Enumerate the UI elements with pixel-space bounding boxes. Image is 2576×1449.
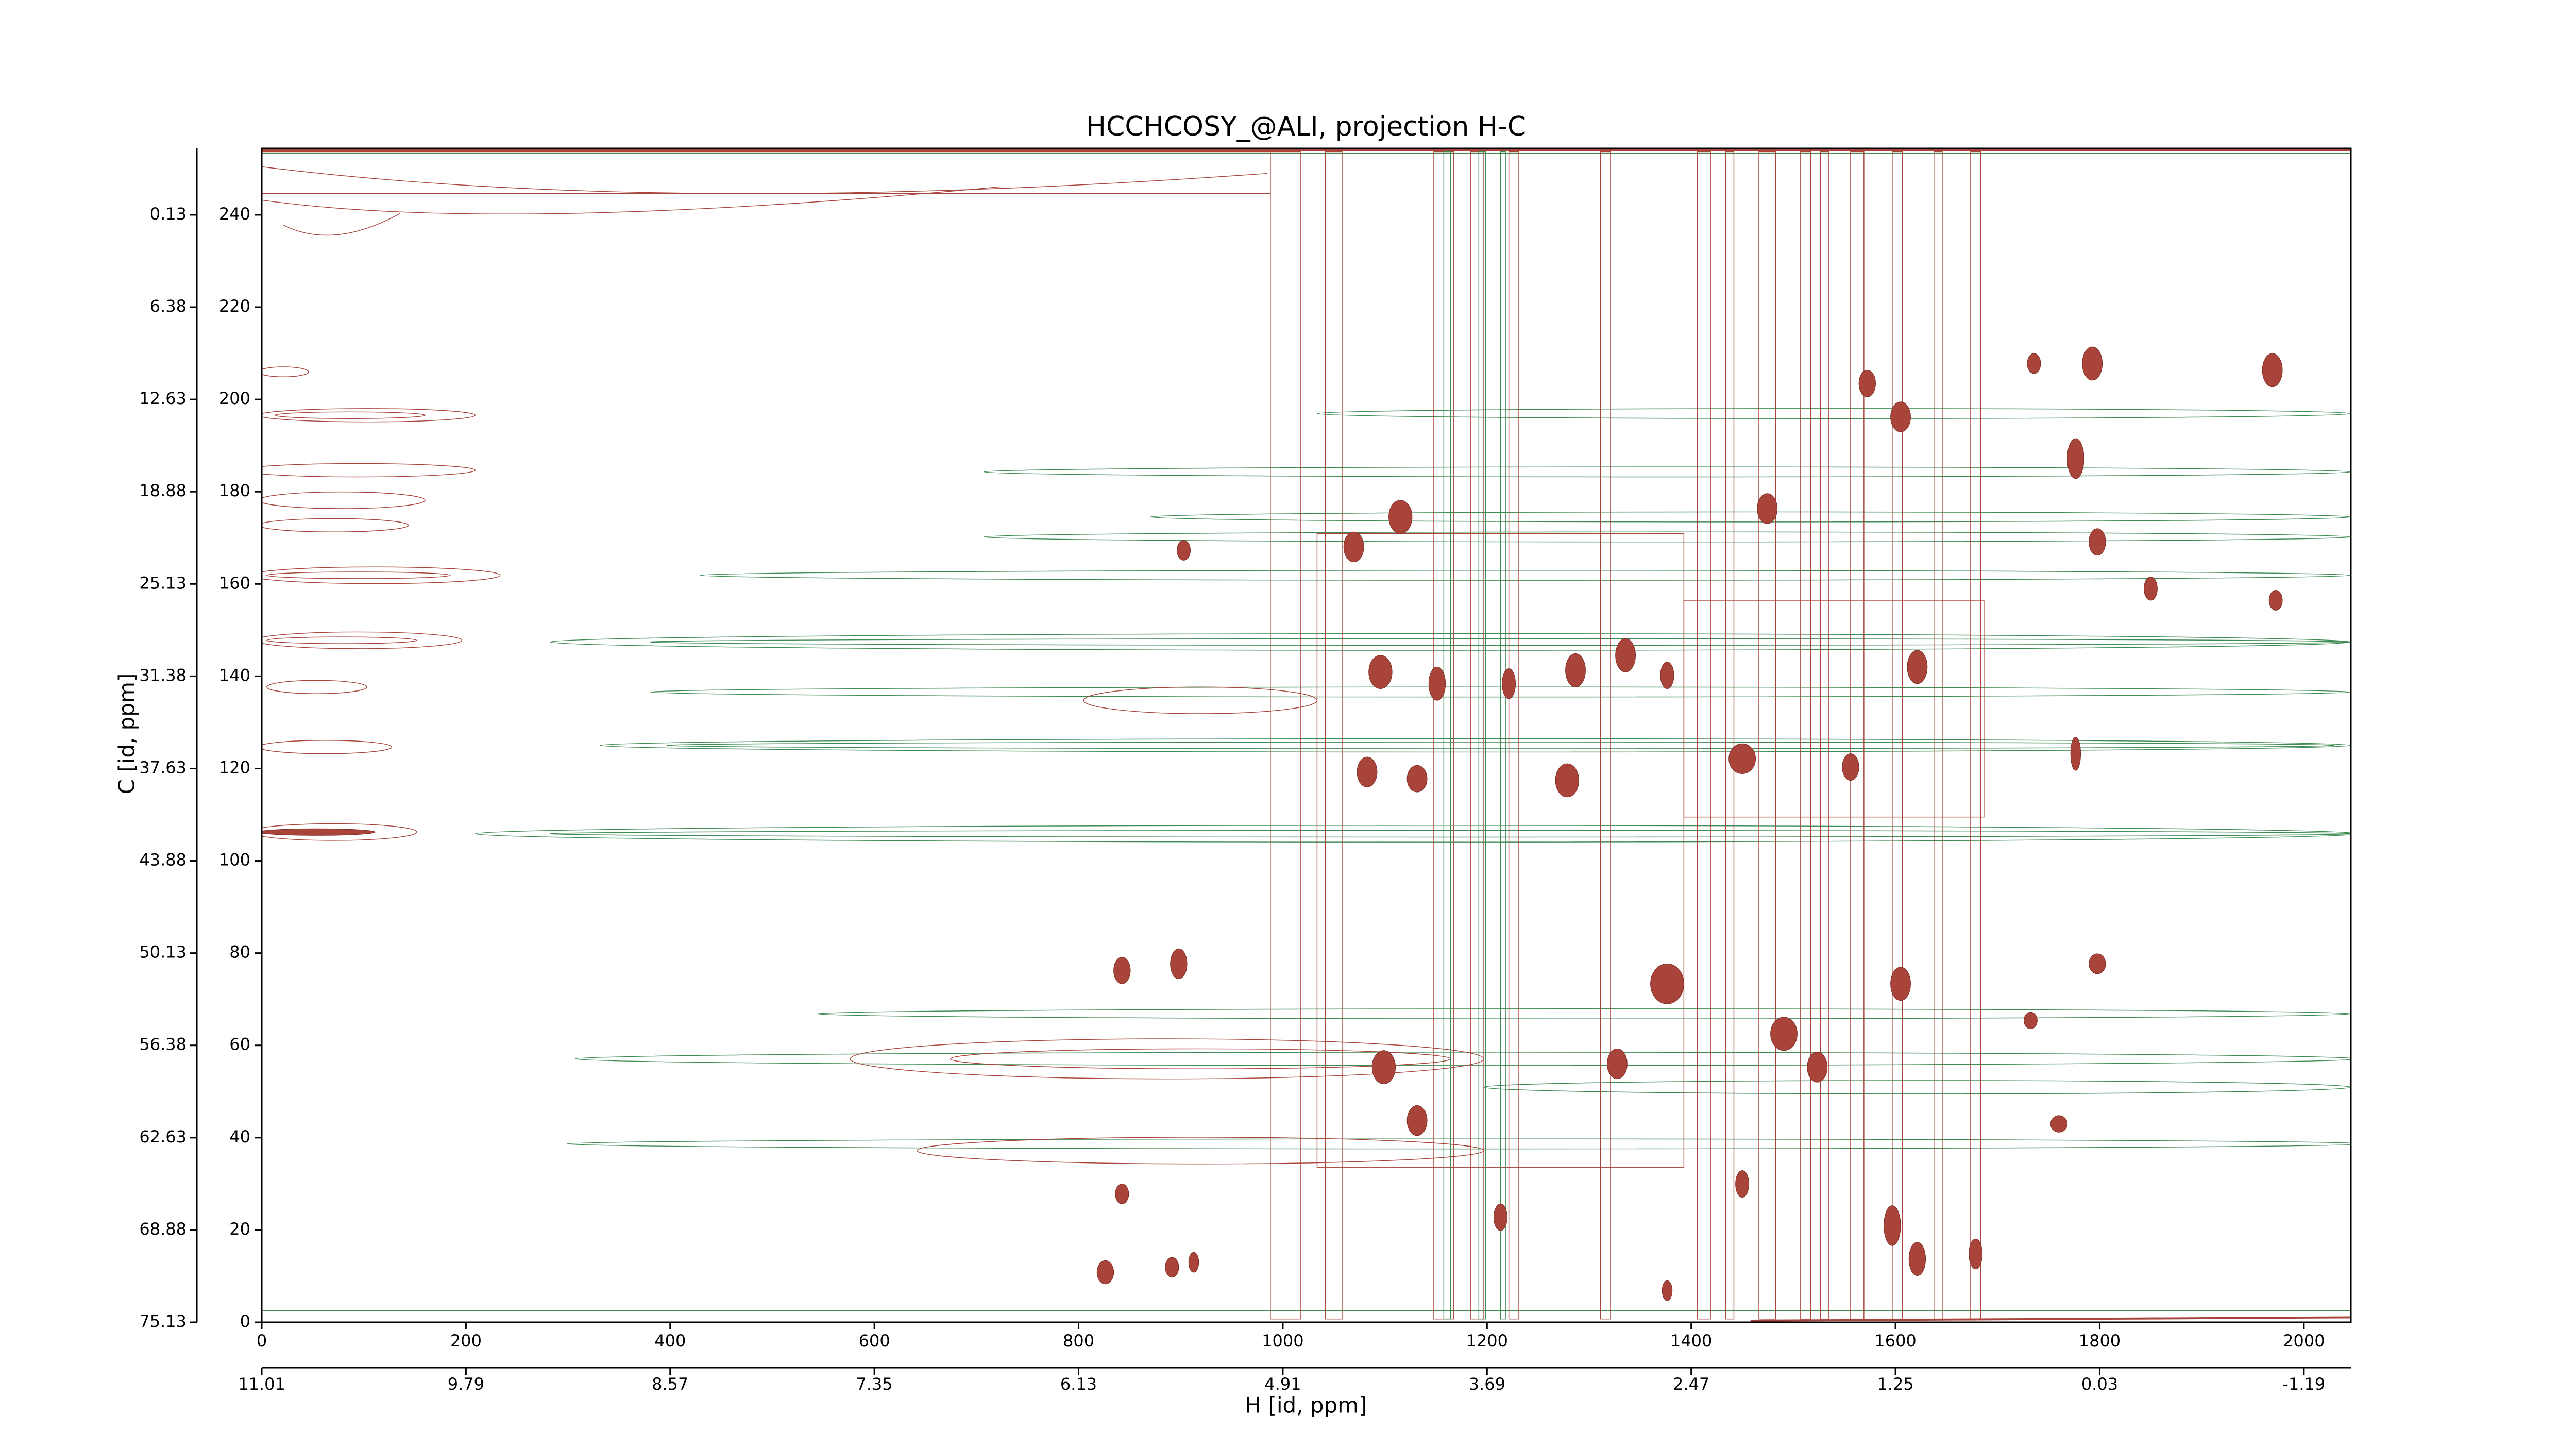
x-tick-label: 400 bbox=[654, 1331, 686, 1351]
y2-tick-label: 6.38 bbox=[150, 296, 187, 316]
y2-tick-label: 37.63 bbox=[139, 757, 187, 777]
x-tick-label: 200 bbox=[450, 1331, 482, 1351]
x-tick-label: 1200 bbox=[1466, 1331, 1508, 1351]
y-tick-label: 160 bbox=[219, 573, 250, 593]
x2-tick-label: -1.19 bbox=[2282, 1374, 2325, 1394]
y2-tick-label: 68.88 bbox=[139, 1219, 187, 1239]
y-tick-label: 60 bbox=[229, 1035, 250, 1054]
x-axis-label: H [id, ppm] bbox=[1245, 1393, 1367, 1418]
x2-tick-label: 8.57 bbox=[652, 1374, 688, 1394]
x2-tick-label: 3.69 bbox=[1469, 1374, 1505, 1394]
chart-title: HCCHCOSY_@ALI, projection H-C bbox=[1086, 111, 1526, 142]
x2-tick-label: 1.25 bbox=[1877, 1374, 1913, 1394]
y2-tick-label: 75.13 bbox=[139, 1311, 187, 1331]
x-tick-label: 1600 bbox=[1874, 1331, 1916, 1351]
y2-tick-label: 12.63 bbox=[139, 389, 187, 408]
y2-tick-label: 25.13 bbox=[139, 573, 187, 593]
y-tick-label: 180 bbox=[219, 481, 250, 500]
y-tick-label: 40 bbox=[229, 1127, 250, 1147]
x-tick-label: 1400 bbox=[1670, 1331, 1712, 1351]
y-tick-label: 100 bbox=[219, 850, 250, 870]
x2-tick-label: 6.13 bbox=[1060, 1374, 1097, 1394]
x2-tick-label: 7.35 bbox=[856, 1374, 893, 1394]
plot-frame bbox=[261, 147, 2352, 1323]
contour-field bbox=[262, 149, 2351, 1322]
y-axis-label: C [id, ppm] bbox=[114, 673, 140, 795]
x-tick-label: 2000 bbox=[2283, 1331, 2325, 1351]
x-tick-label: 600 bbox=[859, 1331, 890, 1351]
y2-tick-label: 50.13 bbox=[139, 942, 187, 962]
x-tick-label: 1800 bbox=[2079, 1331, 2121, 1351]
x2-tick-label: 9.79 bbox=[448, 1374, 484, 1394]
x2-tick-label: 2.47 bbox=[1673, 1374, 1709, 1394]
y2-tick-label: 56.38 bbox=[139, 1035, 187, 1054]
x2-tick-label: 11.01 bbox=[238, 1374, 285, 1394]
y-tick-label: 140 bbox=[219, 665, 250, 685]
y2-tick-label: 18.88 bbox=[139, 481, 187, 500]
y-tick-label: 0 bbox=[240, 1311, 250, 1331]
y-tick-label: 20 bbox=[229, 1219, 250, 1239]
y2-tick-label: 62.63 bbox=[139, 1127, 187, 1147]
x-tick-label: 0 bbox=[257, 1331, 267, 1351]
x-tick-label: 1000 bbox=[1262, 1331, 1303, 1351]
y2-tick-label: 43.88 bbox=[139, 850, 187, 870]
y-tick-label: 120 bbox=[219, 757, 250, 777]
x-tick-label: 800 bbox=[1063, 1331, 1094, 1351]
y-tick-label: 220 bbox=[219, 296, 250, 316]
y2-tick-label: 31.38 bbox=[139, 665, 187, 685]
y-tick-label: 240 bbox=[219, 204, 250, 224]
y-tick-label: 200 bbox=[219, 389, 250, 408]
y-tick-label: 80 bbox=[229, 942, 250, 962]
x2-tick-label: 0.03 bbox=[2081, 1374, 2118, 1394]
y2-tick-label: 0.13 bbox=[150, 204, 187, 224]
x2-tick-label: 4.91 bbox=[1264, 1374, 1301, 1394]
